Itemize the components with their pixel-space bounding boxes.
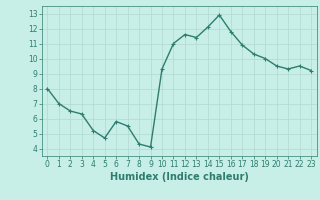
- X-axis label: Humidex (Indice chaleur): Humidex (Indice chaleur): [110, 172, 249, 182]
